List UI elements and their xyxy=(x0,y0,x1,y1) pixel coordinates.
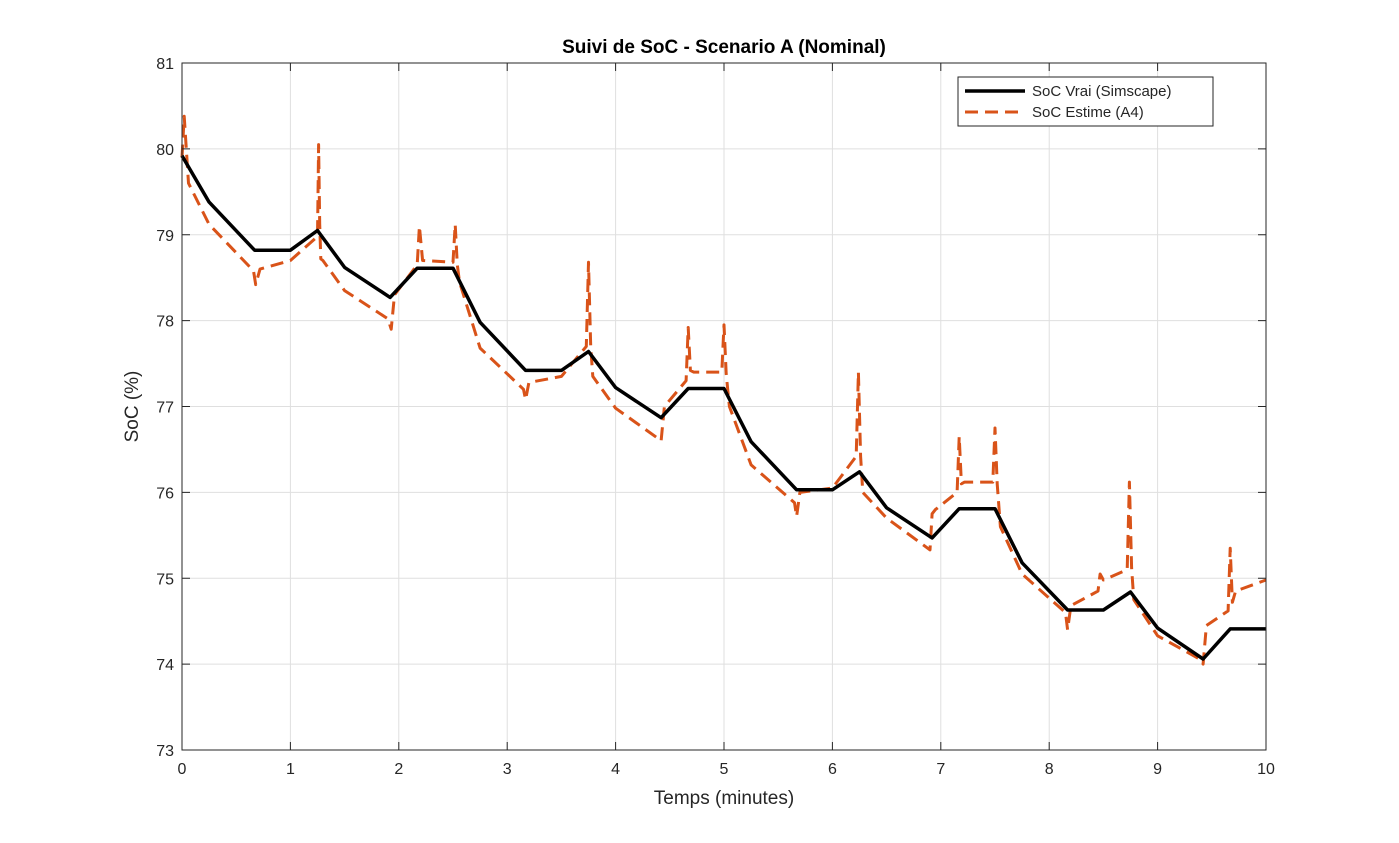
y-tick-label: 79 xyxy=(156,228,174,245)
series-line-soc-estime xyxy=(180,114,1267,666)
chart-title: Suivi de SoC - Scenario A (Nominal) xyxy=(562,37,886,58)
y-tick-label: 80 xyxy=(156,142,174,159)
x-tick-label: 8 xyxy=(1045,761,1054,778)
series-line-soc-vrai xyxy=(180,154,1266,661)
legend-label-soc-estime: SoC Estime (A4) xyxy=(1032,104,1144,121)
y-tick-label: 81 xyxy=(156,56,174,73)
legend-box xyxy=(957,76,1214,127)
x-tick-label: 4 xyxy=(611,761,620,778)
x-tick-label: 9 xyxy=(1153,761,1162,778)
y-axis-label: SoC (%) xyxy=(122,371,143,443)
y-tick-label: 76 xyxy=(156,485,174,502)
y-tick-label: 75 xyxy=(156,571,174,588)
y-tick-label: 74 xyxy=(156,657,174,674)
x-tick-label: 0 xyxy=(178,761,187,778)
series-layer xyxy=(180,114,1267,666)
legend-label-soc-vrai: SoC Vrai (Simscape) xyxy=(1032,83,1171,100)
x-tick-label: 1 xyxy=(286,761,295,778)
x-tick-label: 7 xyxy=(936,761,945,778)
x-tick-label: 10 xyxy=(1257,761,1275,778)
legend: SoC Vrai (Simscape) SoC Estime (A4) xyxy=(957,76,1214,127)
y-tick-label: 78 xyxy=(156,314,174,331)
y-tick-label: 77 xyxy=(156,400,174,417)
x-tick-label: 6 xyxy=(828,761,837,778)
y-tick-label: 73 xyxy=(156,743,174,760)
x-tick-label: 5 xyxy=(720,761,729,778)
x-tick-label: 2 xyxy=(394,761,403,778)
x-tick-label: 3 xyxy=(503,761,512,778)
x-axis-label: Temps (minutes) xyxy=(654,788,794,809)
